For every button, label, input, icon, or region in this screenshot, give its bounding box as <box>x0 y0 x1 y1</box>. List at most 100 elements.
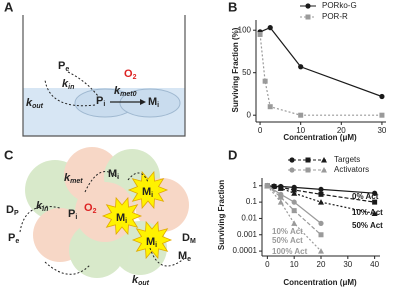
label-main: P <box>58 60 65 72</box>
legend-marker <box>305 14 311 20</box>
legend-label: Activators <box>334 165 369 174</box>
marker <box>379 112 385 118</box>
marker <box>372 190 378 196</box>
label-sub: in <box>68 84 74 91</box>
label-main: D <box>182 232 190 244</box>
series-annotation: 50% Act <box>272 236 303 245</box>
label-sub: met <box>70 178 83 185</box>
marker <box>318 248 324 254</box>
label-sub: e <box>15 238 19 245</box>
y-tick-label: 0.0001 <box>233 246 258 255</box>
marker <box>257 31 263 37</box>
marker <box>291 187 297 193</box>
marker <box>267 104 273 110</box>
label-main: O <box>84 202 93 214</box>
y-tick-label: 0.001 <box>237 230 258 239</box>
label-main: M <box>148 96 157 108</box>
diagram-label: O2 <box>124 68 137 81</box>
legend-label: Targets <box>334 155 360 164</box>
stars <box>101 170 173 260</box>
legend-marker <box>305 167 311 173</box>
legend-marker <box>289 167 295 173</box>
label-main: k <box>36 200 43 212</box>
diagram-label: Mi <box>146 236 157 249</box>
marker <box>379 93 385 100</box>
marker <box>278 194 284 200</box>
series-line <box>259 26 383 98</box>
legend-marker <box>289 157 295 163</box>
marker <box>372 199 378 205</box>
x-tick-label: 30 <box>377 126 386 135</box>
diagram-label: kin <box>36 200 48 213</box>
marker <box>298 112 304 118</box>
y-tick-label: 50 <box>242 68 251 77</box>
marker <box>262 78 268 84</box>
label-sub: i <box>155 242 157 249</box>
diagram-label: O2 <box>84 202 97 215</box>
series-annotation: 10% Act <box>352 208 383 217</box>
diagram-label: kin <box>62 78 74 91</box>
marker <box>264 182 271 189</box>
marker <box>291 208 297 214</box>
marker <box>291 199 297 205</box>
x-tick-label: 20 <box>337 126 346 135</box>
y-tick-label: 0.1 <box>246 197 258 206</box>
label-sub: e <box>187 256 191 263</box>
y-axis-label: Surviving Fraction <box>217 180 226 250</box>
arrow <box>127 172 149 183</box>
arrow <box>149 247 186 267</box>
arrow <box>19 206 61 233</box>
series-line <box>267 185 375 215</box>
star <box>101 196 143 236</box>
y-tick-label: 1 <box>253 181 258 190</box>
label-sub: met0 <box>120 91 136 98</box>
series-line <box>266 185 322 252</box>
cell-cluster <box>25 147 189 278</box>
arrow <box>44 79 96 107</box>
label-main: k <box>114 85 121 97</box>
label-main: M <box>116 212 125 224</box>
marker <box>267 25 273 31</box>
label-main: k <box>132 274 139 286</box>
arrow <box>44 261 91 275</box>
x-tick-label: 20 <box>317 260 326 269</box>
star <box>127 170 169 210</box>
x-tick-label: 0 <box>258 126 263 135</box>
x-axis-label: Concentration (μM) <box>283 278 357 287</box>
diagram-label: Pi <box>68 208 77 221</box>
legend-marker <box>305 3 311 9</box>
diagram-label: Mi <box>148 96 159 109</box>
marker <box>291 220 298 226</box>
label-sub: i <box>75 214 77 221</box>
diagram-label: DM <box>182 232 196 245</box>
diagram-label: DP <box>6 204 19 217</box>
marker <box>298 64 304 70</box>
diagram-label: Pe <box>8 232 19 245</box>
label-sub: 2 <box>93 208 97 215</box>
label-sub: i <box>117 174 119 181</box>
label-sub: i <box>151 192 153 199</box>
marker <box>371 210 378 217</box>
diagram-label: kout <box>26 97 44 110</box>
marker <box>277 185 284 191</box>
marker <box>277 199 284 205</box>
legend-marker <box>305 157 311 163</box>
label-sub: i <box>125 218 127 225</box>
y-tick-label: 0.01 <box>241 214 257 223</box>
diagram-label: kmet <box>64 172 83 185</box>
diagram-label: Mi <box>142 186 153 199</box>
x-tick-label: 10 <box>290 260 299 269</box>
arrowhead <box>140 99 146 105</box>
diagram-label: kout <box>132 274 150 287</box>
legend-label: POR-R <box>322 12 348 21</box>
marker <box>318 199 324 205</box>
marker <box>318 220 324 226</box>
marker <box>318 186 324 193</box>
x-axis-label: Concentration (μM) <box>283 133 357 142</box>
label-sub: i <box>157 102 159 109</box>
diagram-label: Pi <box>96 95 105 108</box>
legend-marker <box>321 167 327 173</box>
arrow <box>84 171 119 193</box>
series-annotation: 10% Act <box>272 227 303 236</box>
